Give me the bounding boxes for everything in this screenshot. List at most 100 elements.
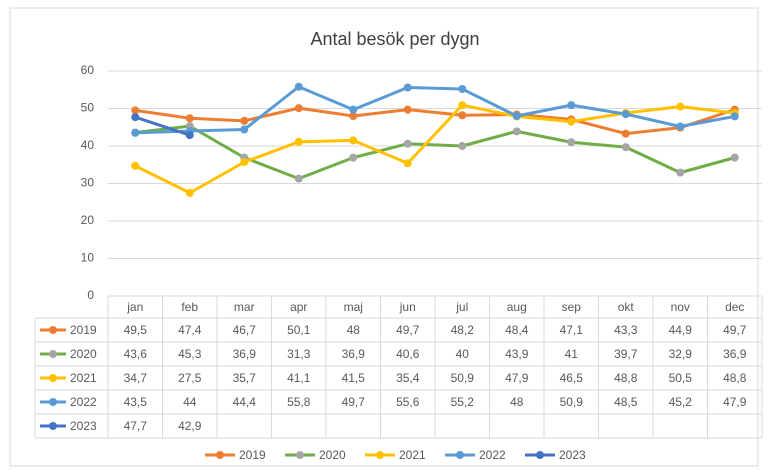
table-cell: 45,3	[178, 347, 202, 361]
y-tick-label: 20	[81, 213, 95, 227]
point	[730, 153, 739, 162]
point	[294, 174, 303, 183]
table-cell: 47,9	[723, 395, 747, 409]
point	[458, 142, 467, 150]
point	[403, 159, 412, 168]
series-line	[135, 85, 736, 135]
table-cell: 40	[456, 347, 470, 361]
point	[131, 113, 140, 122]
point	[567, 101, 576, 110]
point	[567, 117, 576, 126]
table-cell: 36,9	[233, 347, 257, 361]
table-cell: 43,6	[124, 347, 148, 361]
point	[349, 153, 358, 162]
table-key-marker	[49, 326, 57, 334]
point	[567, 138, 576, 147]
legend-label: 2019	[239, 448, 266, 462]
legend-marker	[456, 451, 464, 459]
point	[403, 105, 412, 114]
legend-label: 2023	[559, 448, 586, 462]
table-cell: 48,8	[614, 371, 638, 385]
point	[294, 82, 303, 91]
table-key-label: 2021	[70, 371, 97, 385]
point	[349, 112, 358, 120]
chart-border	[9, 7, 759, 467]
series-line	[134, 103, 735, 195]
y-tick-label: 50	[81, 101, 95, 115]
table-cell: 49,7	[396, 323, 420, 337]
table-cell: 47,9	[505, 371, 529, 385]
point	[294, 104, 303, 113]
point	[676, 102, 685, 111]
table-cell: 32,9	[669, 347, 693, 361]
table-cell: 40,6	[396, 347, 420, 361]
table-key-label: 2023	[70, 419, 97, 433]
table-cell: 48	[347, 323, 361, 337]
table-cell: 41,1	[287, 371, 311, 385]
legend-label: 2021	[399, 448, 426, 462]
point	[185, 131, 194, 140]
x-tick-label: dec	[725, 300, 744, 314]
table-cell: 50,9	[560, 395, 584, 409]
point	[458, 101, 467, 110]
table-cell: 44	[183, 395, 197, 409]
point	[294, 137, 303, 146]
x-tick-label: aug	[507, 300, 527, 314]
table-cell: 27,5	[178, 371, 202, 385]
table-cell: 45,2	[669, 395, 693, 409]
legend-label: 2022	[479, 448, 506, 462]
table-cell: 48,8	[723, 371, 747, 385]
table-key-marker	[49, 350, 57, 358]
x-tick-label: jun	[399, 300, 416, 314]
point	[349, 105, 358, 114]
point	[458, 111, 467, 120]
x-tick-label: jan	[126, 300, 143, 314]
y-tick-label: 60	[81, 63, 95, 77]
table-cell: 47,7	[124, 419, 148, 433]
table-cell: 34,7	[124, 371, 148, 385]
table-cell: 31,3	[287, 347, 311, 361]
table-key-label: 2022	[70, 395, 97, 409]
table-cell: 36,9	[723, 347, 747, 361]
table-cell: 47,4	[178, 323, 202, 337]
legend-label: 2020	[319, 448, 346, 462]
table-cell: 39,7	[614, 347, 638, 361]
table-cell: 43,3	[614, 323, 638, 337]
table-key-marker	[49, 398, 57, 406]
table-cell: 47,1	[560, 323, 584, 337]
point	[458, 85, 467, 93]
x-tick-label: nov	[671, 300, 690, 314]
point	[676, 122, 685, 131]
series-line	[135, 106, 736, 136]
table-cell: 43,9	[505, 347, 529, 361]
table-cell: 41,5	[342, 371, 366, 385]
series-line	[135, 124, 736, 181]
point	[621, 143, 630, 152]
legend-marker	[376, 451, 384, 459]
table-cell: 46,7	[233, 323, 257, 337]
point	[512, 127, 521, 136]
point	[730, 112, 739, 121]
point	[131, 106, 140, 115]
table-cell: 49,5	[124, 323, 148, 337]
point	[349, 136, 358, 145]
y-tick-label: 30	[81, 176, 95, 190]
series-line	[134, 115, 191, 137]
point	[621, 129, 630, 138]
table-cell: 49,7	[723, 323, 747, 337]
table-cell: 35,4	[396, 371, 420, 385]
x-tick-label: maj	[344, 300, 363, 314]
table-cell: 48,5	[614, 395, 638, 409]
chart-title: Antal besök per dygn	[310, 29, 479, 49]
point	[512, 112, 521, 120]
point	[240, 116, 249, 125]
table-cell: 48	[510, 395, 524, 409]
table-cell: 36,9	[342, 347, 366, 361]
x-tick-label: feb	[181, 300, 198, 314]
table-key-marker	[49, 374, 57, 382]
table-cell: 55,8	[287, 395, 311, 409]
table-cell: 41	[565, 347, 579, 361]
point	[403, 139, 412, 148]
table-key-label: 2019	[70, 323, 97, 337]
x-tick-label: sep	[562, 300, 582, 314]
